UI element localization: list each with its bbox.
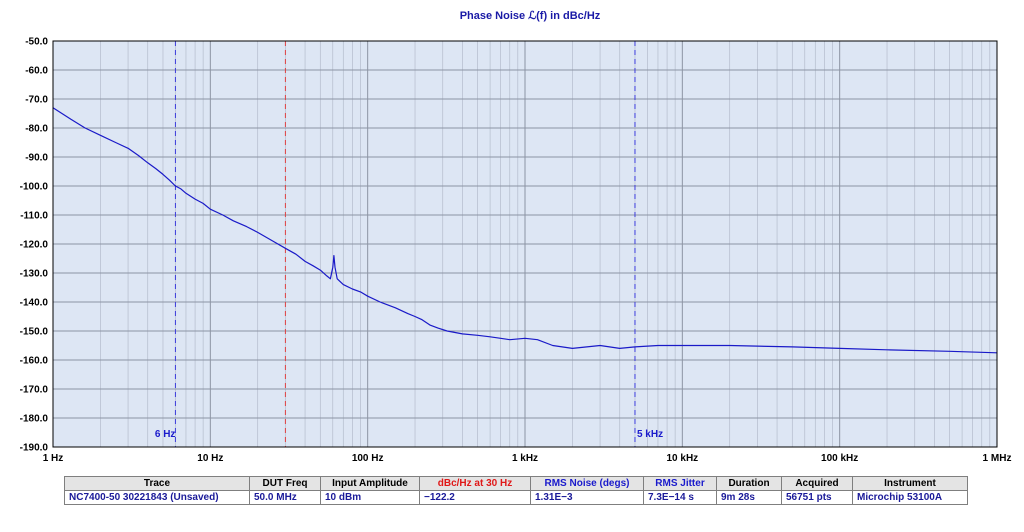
header-duration: Duration <box>716 476 782 491</box>
y-tick-label: -110.0 <box>20 211 48 222</box>
y-tick-label: -100.0 <box>20 182 49 193</box>
header-dbc-at-30hz: dBc/Hz at 30 Hz <box>419 476 531 491</box>
y-tick-label: -130.0 <box>20 269 49 280</box>
cell-instrument: Microchip 53100A <box>852 490 968 505</box>
y-tick-label: -50.0 <box>25 37 48 48</box>
y-tick-label: -180.0 <box>20 414 49 425</box>
x-tick-label: 100 Hz <box>352 453 384 464</box>
y-tick-label: -90.0 <box>25 153 48 164</box>
y-tick-label: -190.0 <box>20 443 49 454</box>
cell-dbc-at-30hz: −122.2 <box>419 490 531 505</box>
x-tick-label: 1 kHz <box>512 453 538 464</box>
header-acquired: Acquired <box>781 476 853 491</box>
y-tick-label: -70.0 <box>25 95 48 106</box>
x-tick-label: 10 Hz <box>197 453 223 464</box>
header-dut-freq: DUT Freq <box>249 476 321 491</box>
header-input-amplitude: Input Amplitude <box>320 476 420 491</box>
y-tick-label: -80.0 <box>25 124 48 135</box>
x-tick-label: 1 MHz <box>983 453 1012 464</box>
x-tick-label: 100 kHz <box>821 453 858 464</box>
cell-acquired: 56751 pts <box>781 490 853 505</box>
y-tick-label: -160.0 <box>20 356 49 367</box>
y-tick-label: -170.0 <box>20 385 49 396</box>
cell-rms-noise: 1.31E−3 <box>530 490 644 505</box>
measurement-table: Trace DUT Freq Input Amplitude dBc/Hz at… <box>64 476 968 505</box>
offset-markers: 6 Hz 5 kHz <box>155 41 663 447</box>
x-tick-label: 10 kHz <box>666 453 698 464</box>
plot-frame <box>52 40 998 448</box>
y-tick-label: -120.0 <box>20 240 49 251</box>
y-tick-labels: -50.0 -60.0 -70.0 -80.0 -90.0 -100.0 -110.0 -12… <box>20 37 49 454</box>
cell-input-amplitude: 10 dBm <box>320 490 420 505</box>
header-trace: Trace <box>64 476 250 491</box>
trace-group <box>52 107 998 354</box>
phase-noise-chart: Phase Noise ℒ(f) in dBc/Hz 6 Hz 5 kHz -50… <box>20 10 1012 464</box>
marker-label: 6 Hz <box>155 429 176 440</box>
cell-rms-jitter: 7.3E−14 s <box>643 490 717 505</box>
x-tick-label: 1 Hz <box>43 453 64 464</box>
header-rms-jitter: RMS Jitter <box>643 476 717 491</box>
header-rms-noise: RMS Noise (degs) <box>530 476 644 491</box>
cell-duration: 9m 28s <box>716 490 782 505</box>
y-tick-label: -150.0 <box>20 327 49 338</box>
table-header-row: Trace DUT Freq Input Amplitude dBc/Hz at… <box>64 476 968 491</box>
header-instrument: Instrument <box>852 476 968 491</box>
cell-dut-freq: 50.0 MHz <box>249 490 321 505</box>
table-row: NC7400-50 30221843 (Unsaved) 50.0 MHz 10… <box>64 490 968 505</box>
x-tick-labels: 1 Hz 10 Hz 100 Hz 1 kHz 10 kHz 100 kHz 1 MHz <box>43 453 1012 464</box>
chart-title: Phase Noise ℒ(f) in dBc/Hz <box>460 10 601 22</box>
y-tick-label: -140.0 <box>20 298 49 309</box>
cell-trace: NC7400-50 30221843 (Unsaved) <box>64 490 250 505</box>
phase-noise-trace <box>52 107 998 354</box>
y-tick-label: -60.0 <box>25 66 48 77</box>
marker-label: 5 kHz <box>637 429 663 440</box>
